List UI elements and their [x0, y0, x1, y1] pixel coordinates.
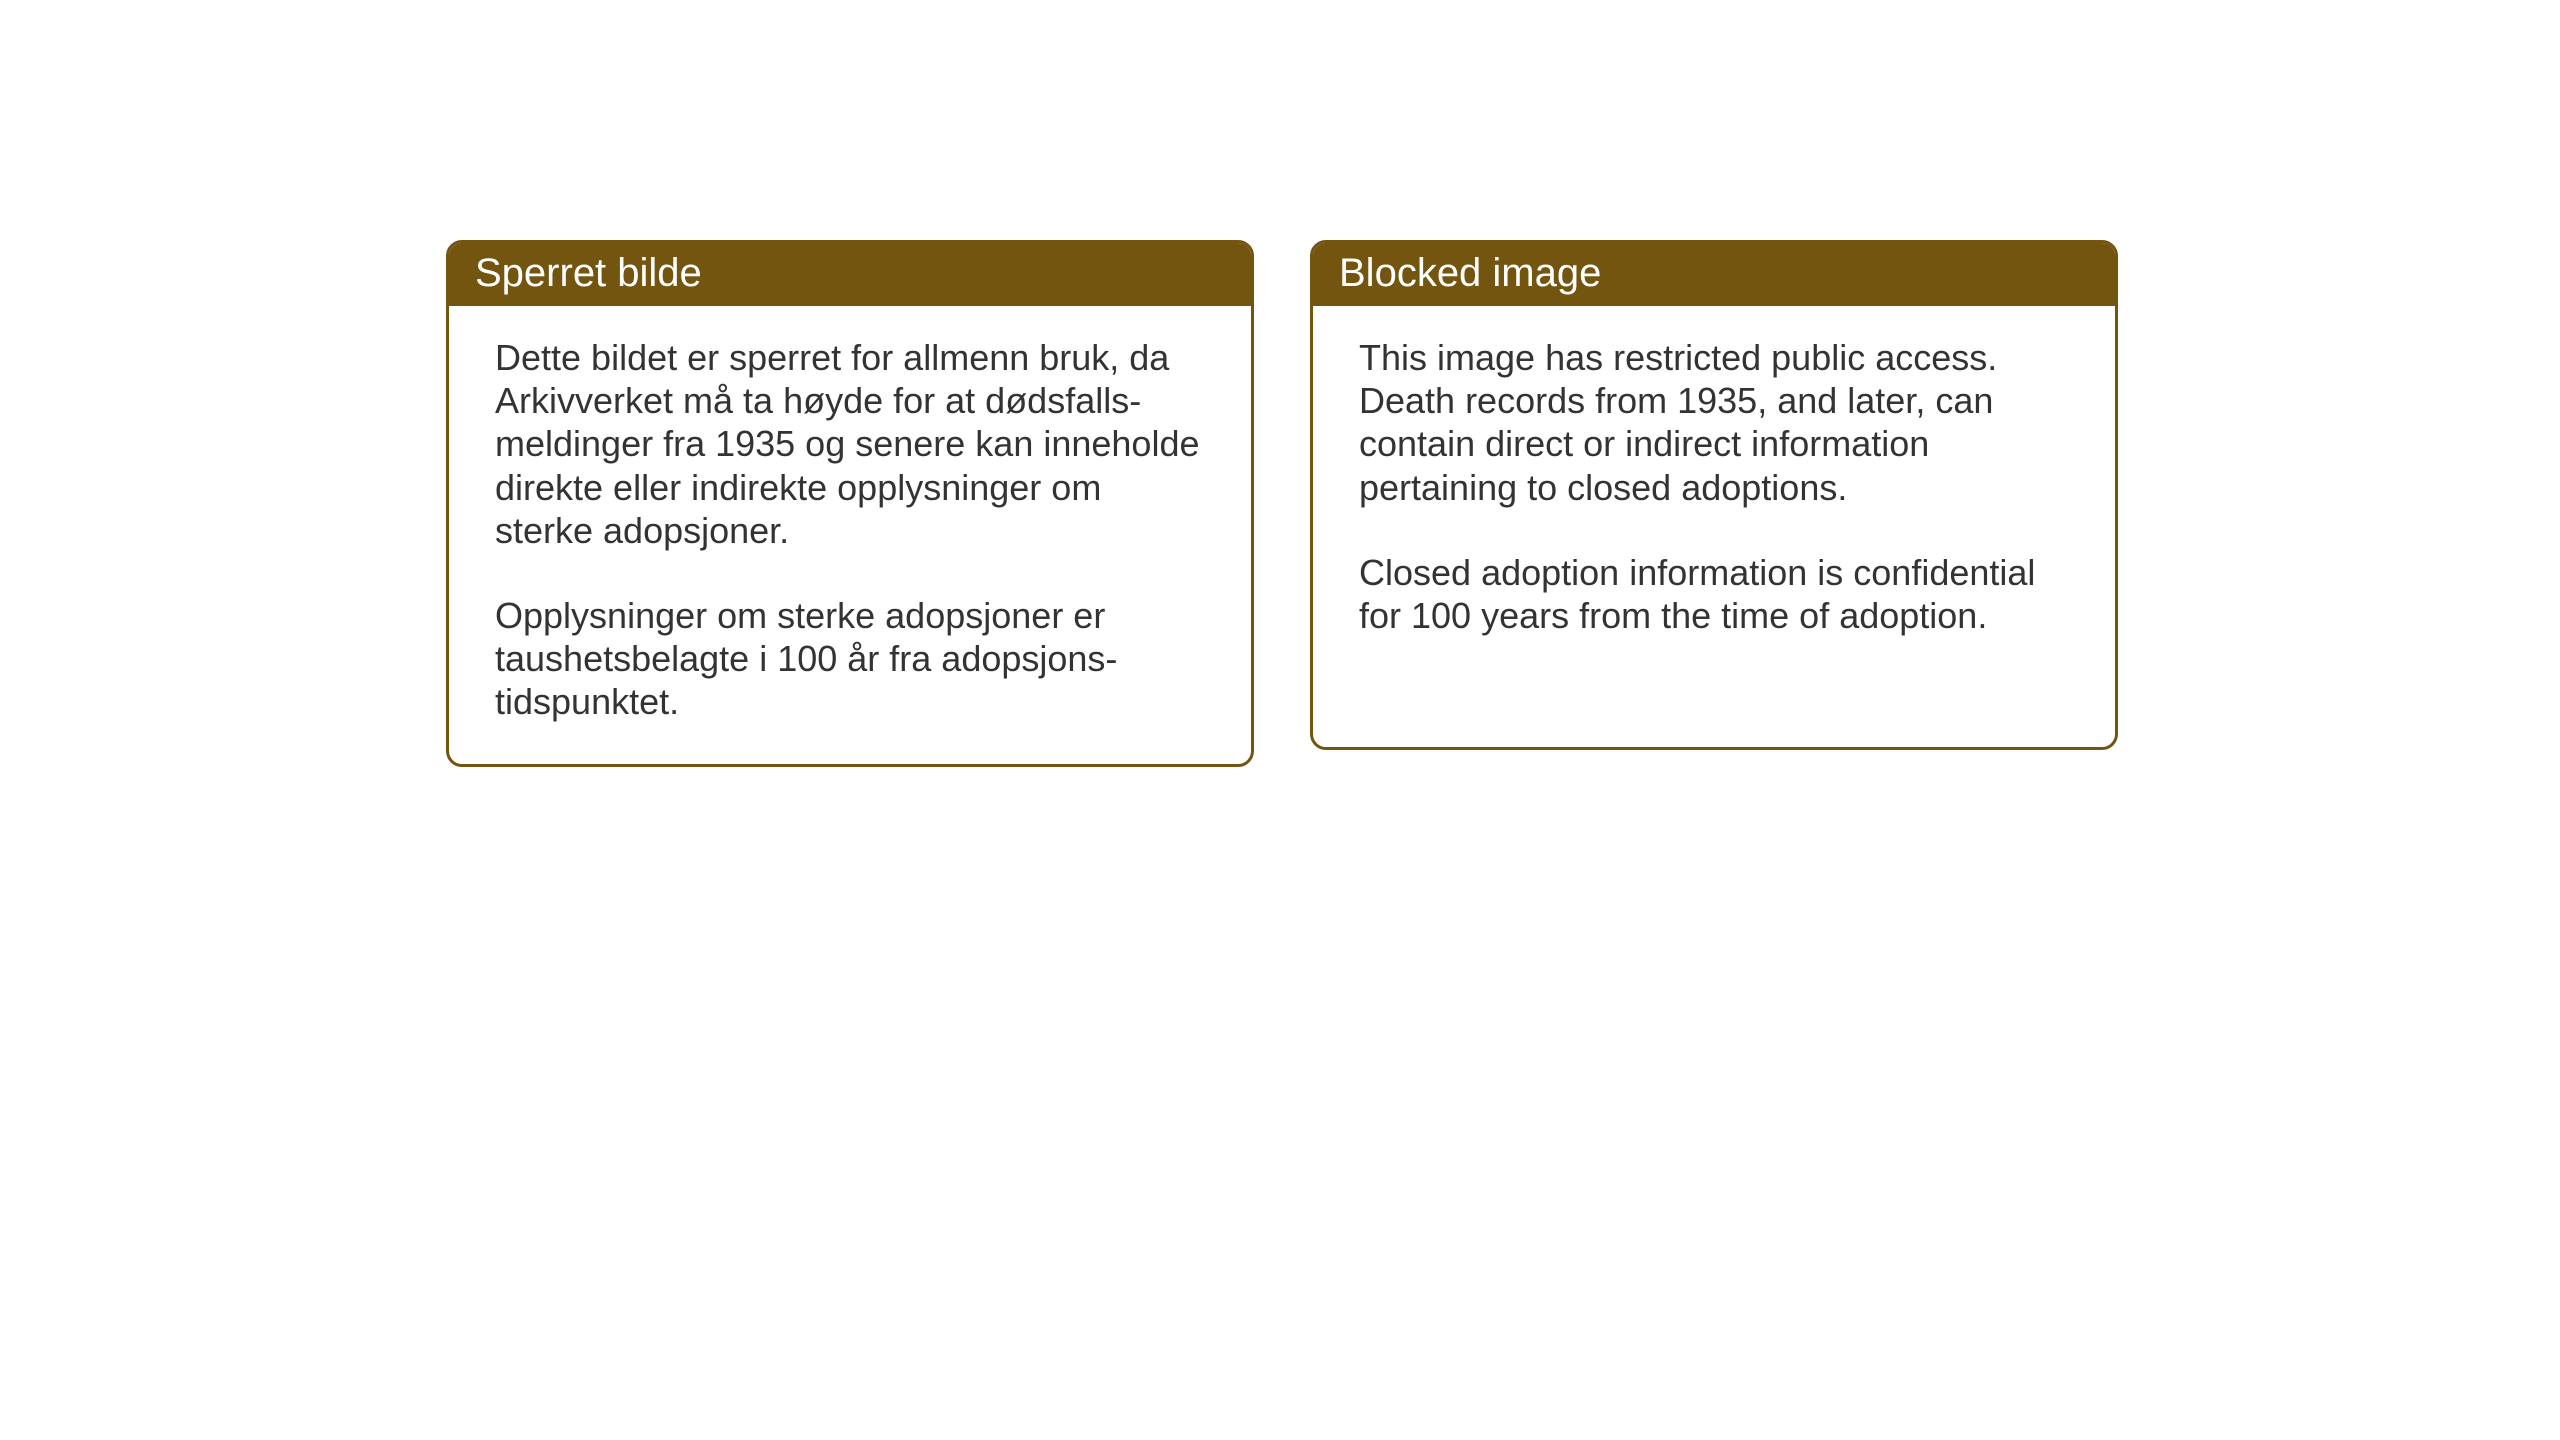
- card-title-english: Blocked image: [1339, 251, 1601, 295]
- card-header-norwegian: Sperret bilde: [449, 243, 1251, 306]
- card-header-english: Blocked image: [1313, 243, 2115, 306]
- notice-card-norwegian: Sperret bilde Dette bildet er sperret fo…: [446, 240, 1254, 767]
- card-paragraph-english-1: This image has restricted public access.…: [1359, 336, 2069, 509]
- card-body-english: This image has restricted public access.…: [1313, 306, 2115, 677]
- notice-container: Sperret bilde Dette bildet er sperret fo…: [0, 0, 2560, 767]
- card-title-norwegian: Sperret bilde: [475, 251, 702, 295]
- card-paragraph-norwegian-2: Opplysninger om sterke adopsjoner er tau…: [495, 594, 1205, 724]
- card-paragraph-norwegian-1: Dette bildet er sperret for allmenn bruk…: [495, 336, 1205, 552]
- notice-card-english: Blocked image This image has restricted …: [1310, 240, 2118, 750]
- card-body-norwegian: Dette bildet er sperret for allmenn bruk…: [449, 306, 1251, 764]
- card-paragraph-english-2: Closed adoption information is confident…: [1359, 551, 2069, 637]
